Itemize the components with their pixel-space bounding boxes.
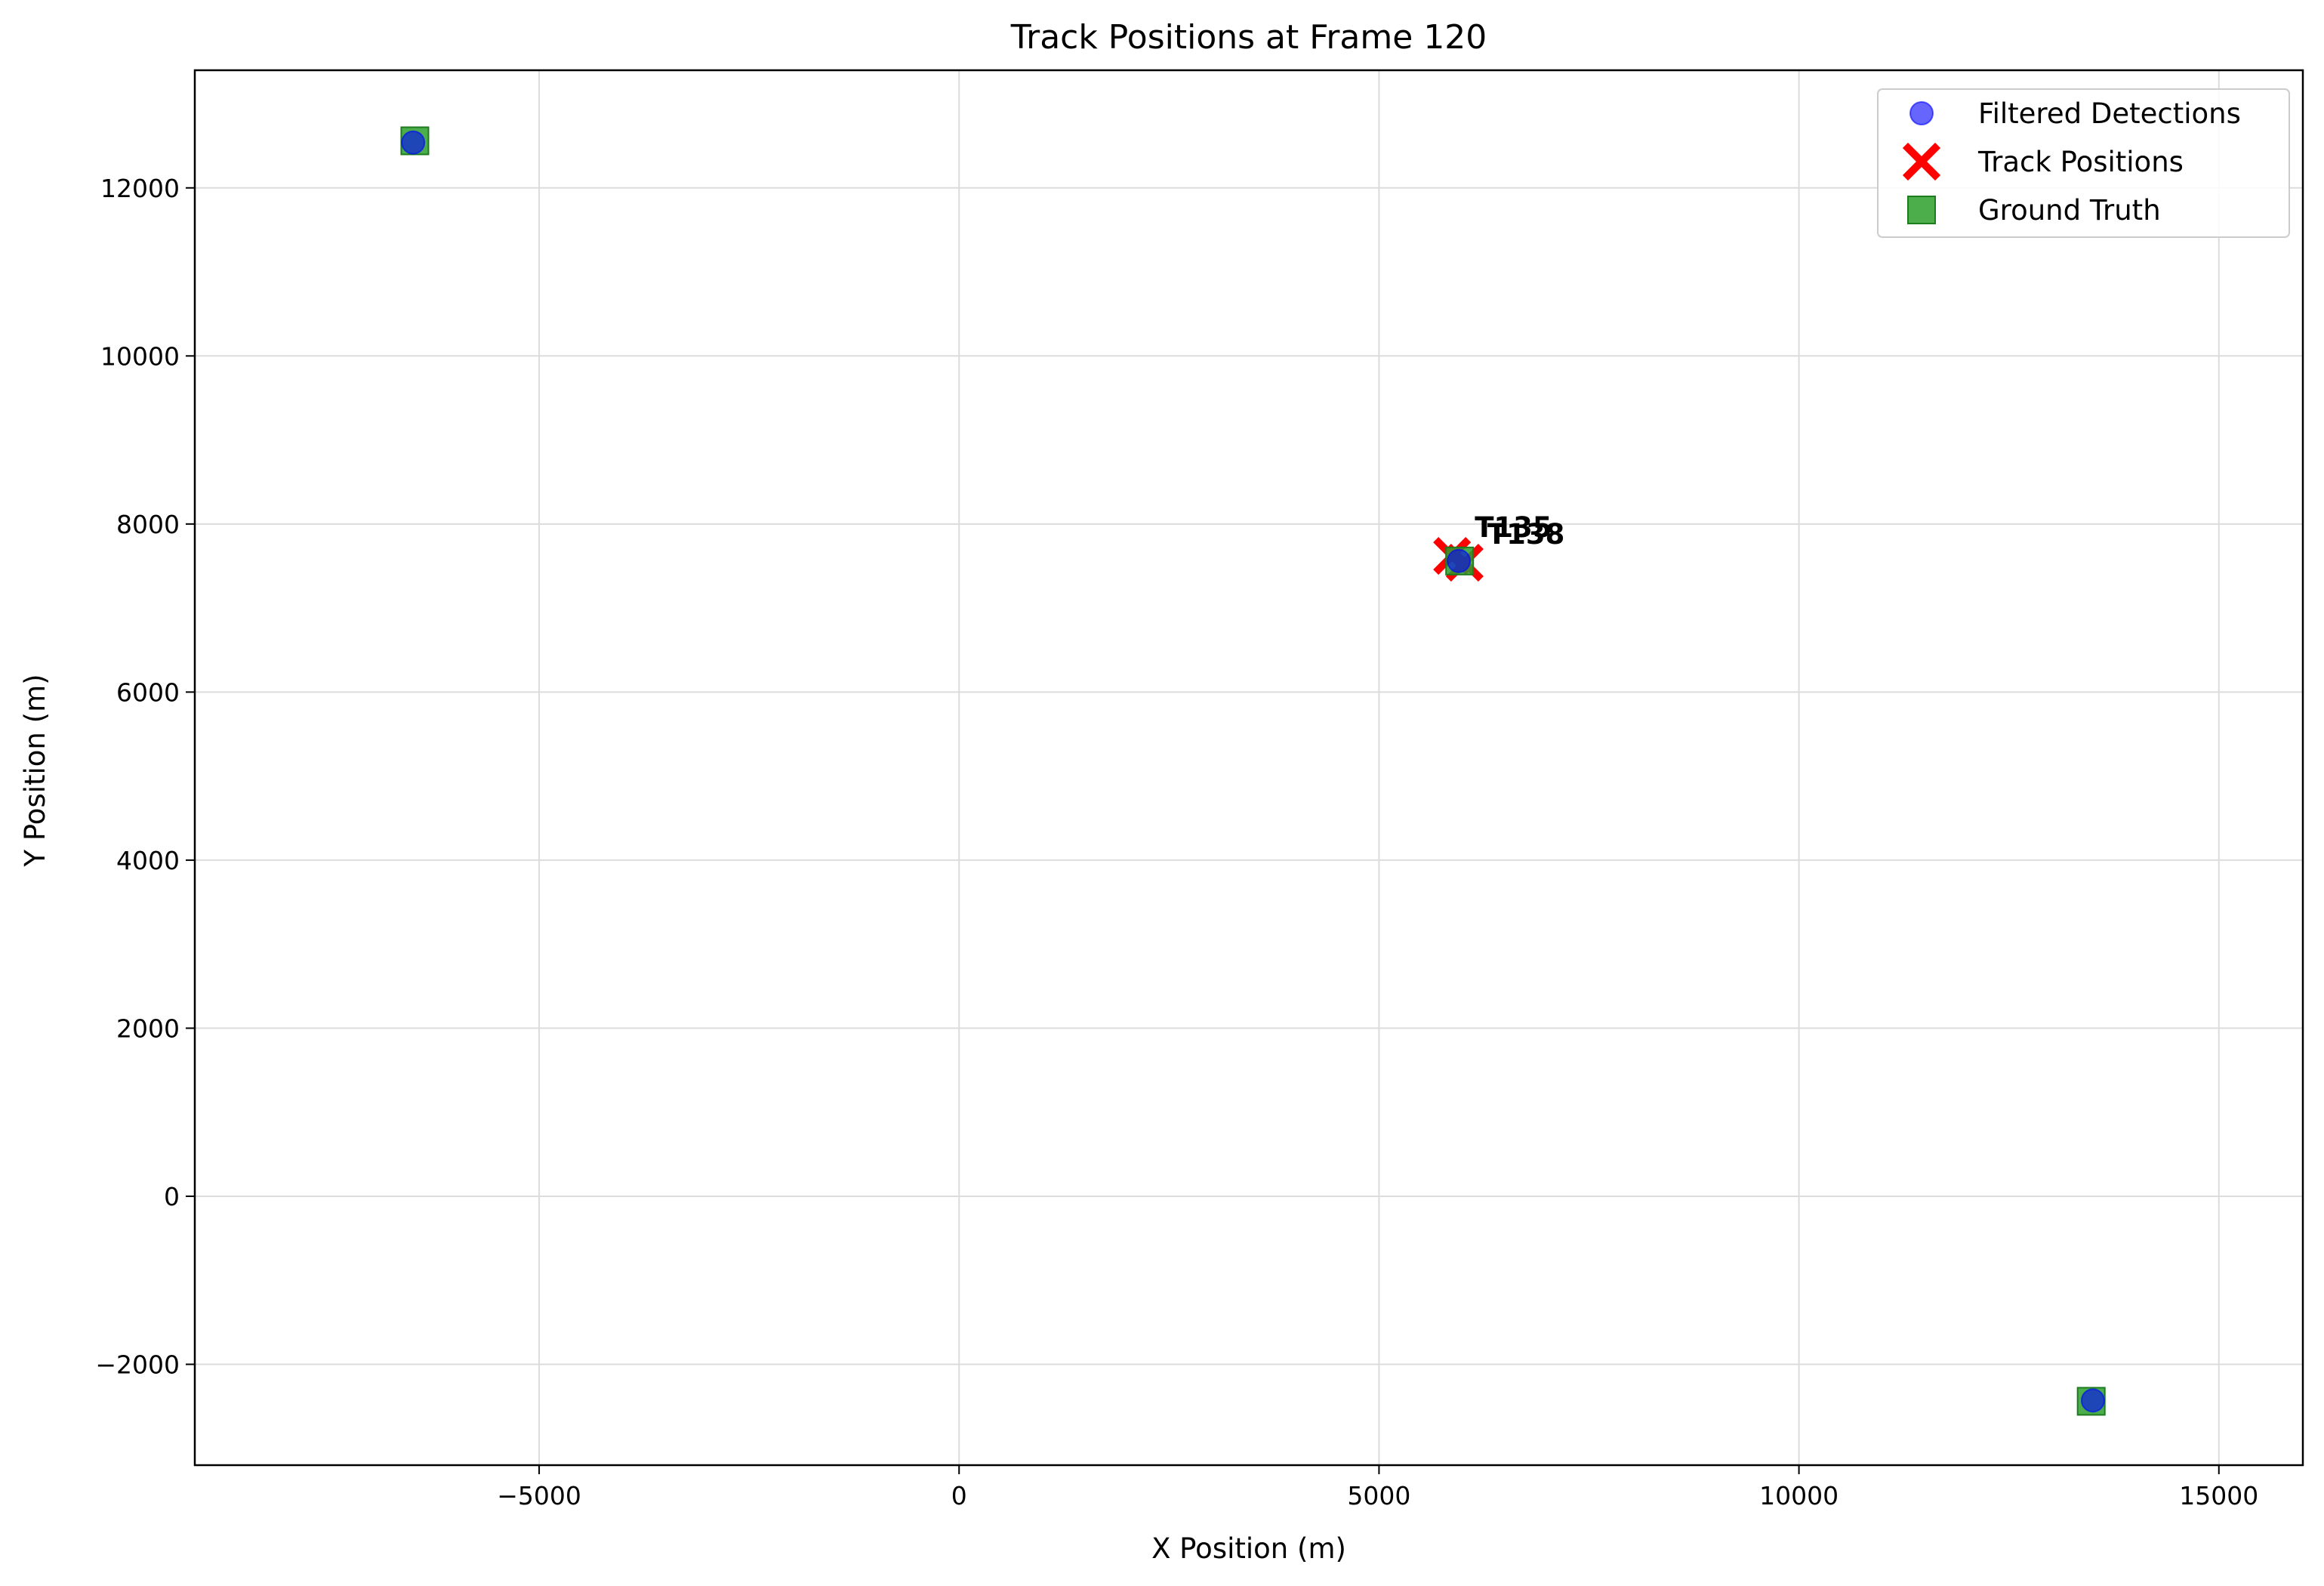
track-label: T138 — [1487, 518, 1564, 551]
legend-entry-label: Ground Truth — [1978, 194, 2161, 227]
grid — [195, 70, 2303, 1465]
legend-box — [1877, 88, 2290, 238]
x-tick-label: 5000 — [1347, 1481, 1410, 1510]
plot-area-frame — [193, 69, 2304, 1467]
y-tick-label: 4000 — [116, 846, 180, 875]
legend: Filtered Detections Track Positions Ground… — [1877, 88, 2290, 238]
y-axis-label: Y Position (m) — [19, 674, 51, 867]
legend-marker-x — [1902, 142, 1941, 181]
axis-ticks: −5000 0 5000 10000 15000 −2000 0 2000 4000 6000 80… — [95, 174, 2258, 1510]
legend-marker-square — [1907, 196, 1936, 224]
x-axis-label: X Position (m) — [1151, 1532, 1346, 1565]
y-tick-label: −2000 — [95, 1350, 180, 1379]
legend-entry-label: Track Positions — [1977, 146, 2184, 178]
y-tick-label: 6000 — [116, 677, 180, 707]
x-tick-label: 15000 — [2179, 1481, 2258, 1510]
chart-title: Track Positions at Frame 120 — [1010, 18, 1487, 57]
x-tick-label: 0 — [951, 1481, 967, 1510]
legend-entry-label: Filtered Detections — [1978, 97, 2241, 130]
y-tick-label: 0 — [164, 1182, 180, 1211]
y-tick-label: 2000 — [116, 1014, 180, 1043]
y-tick-label: 12000 — [100, 174, 180, 203]
data-point-circle — [401, 130, 426, 155]
y-tick-label: 10000 — [100, 341, 180, 371]
track-label: T135 — [1475, 511, 1552, 544]
x-tick-label: −5000 — [497, 1481, 581, 1510]
data-point-circle — [1447, 548, 1472, 573]
x-tick-label: 10000 — [1759, 1481, 1839, 1510]
data-point-circle — [2080, 1388, 2105, 1413]
y-tick-label: 8000 — [116, 510, 180, 539]
legend-marker-x-stroke — [1902, 142, 1941, 181]
legend-marker-circle — [1909, 101, 1934, 125]
